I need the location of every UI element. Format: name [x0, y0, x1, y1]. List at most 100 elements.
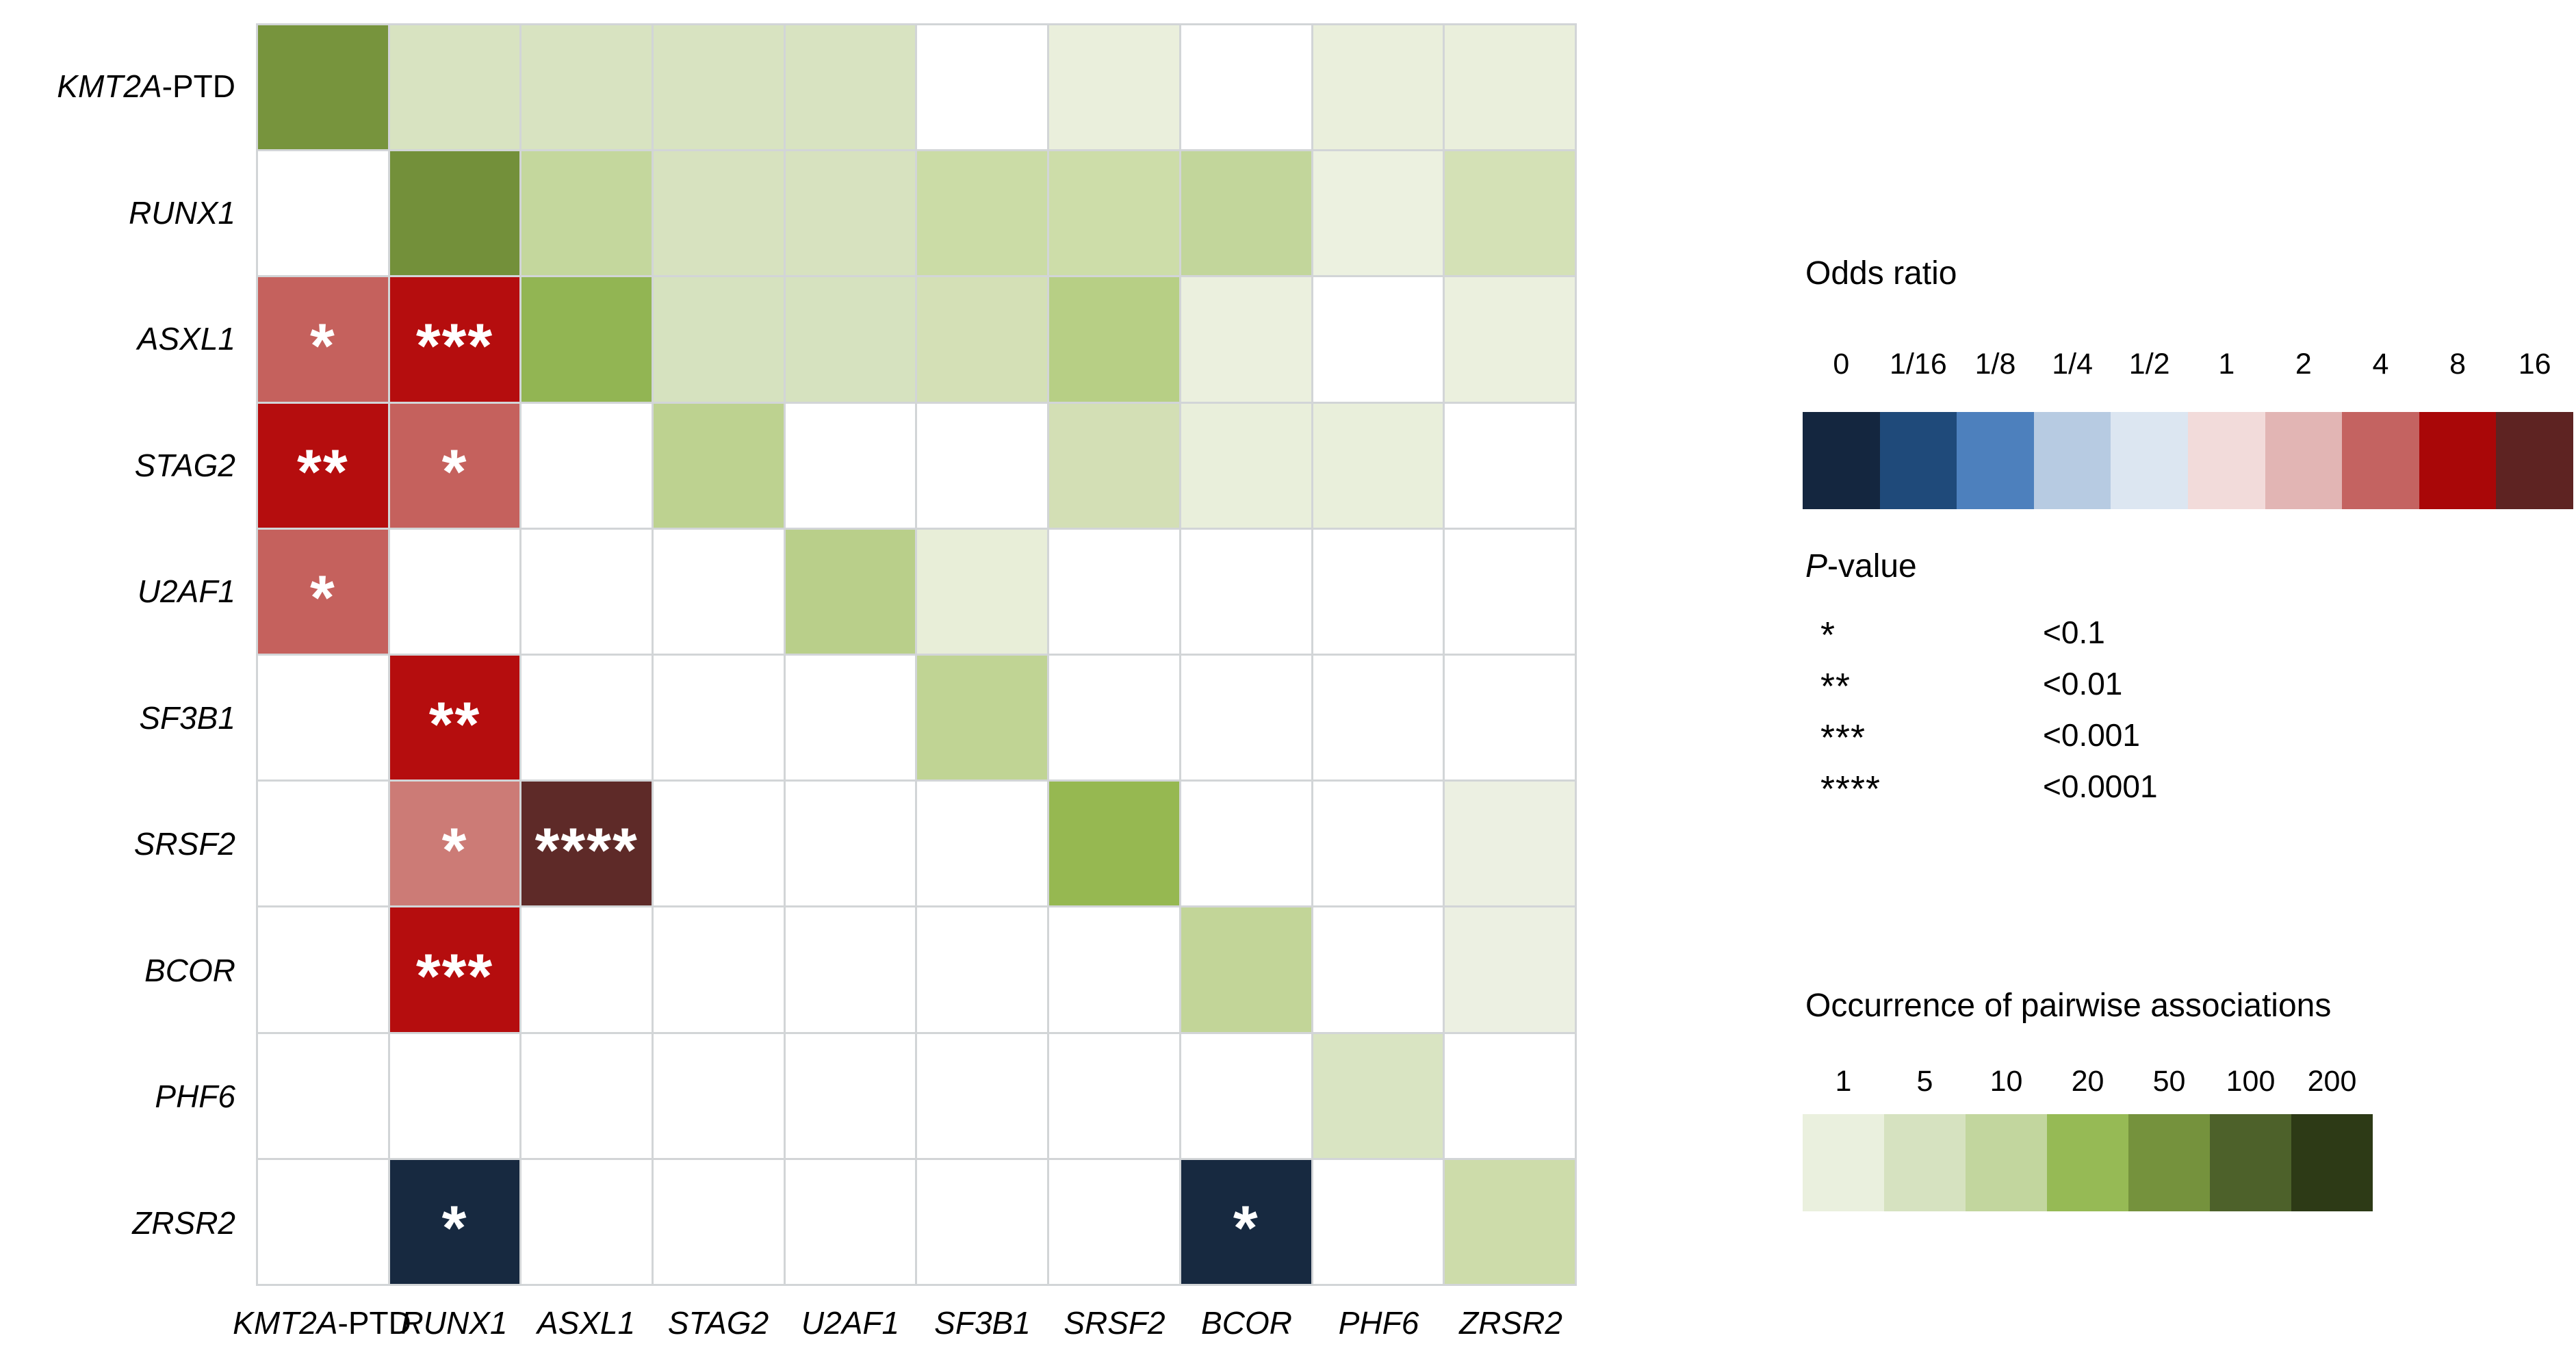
- significance-stars: *: [441, 1194, 468, 1264]
- heatmap-grid: * *** ** * * ** * **** *** * *: [256, 23, 1577, 1286]
- heatmap-cell: [785, 655, 916, 780]
- heatmap-cell: [521, 1033, 652, 1158]
- heatmap-cell: [917, 782, 1048, 906]
- odds-ratio-tick-label: 1/8: [1974, 348, 2016, 381]
- heatmap-cell: [654, 403, 784, 528]
- p-value-stars: *: [1820, 615, 1836, 656]
- heatmap-cell: [654, 25, 784, 150]
- heatmap-cell: [1313, 1159, 1443, 1284]
- occurrence-swatch: [1884, 1114, 1966, 1211]
- significance-stars: ***: [415, 311, 494, 381]
- occurrence-colorbar: [1803, 1114, 2373, 1211]
- heatmap-cell: [1049, 782, 1179, 906]
- heatmap-cell: [258, 151, 388, 276]
- p-value-threshold: <0.01: [2043, 666, 2123, 701]
- heatmap-cell: [1049, 277, 1179, 402]
- heatmap-cell: [389, 151, 520, 276]
- heatmap-cell: [1049, 25, 1179, 150]
- heatmap-cell: [785, 529, 916, 654]
- odds-ratio-swatch: [2033, 412, 2111, 509]
- occurrence-tick-label: 10: [1989, 1065, 2023, 1098]
- heatmap-cell: [1445, 655, 1575, 780]
- heatmap-cell: [1049, 907, 1179, 1032]
- row-label: ASXL1: [137, 321, 235, 357]
- heatmap-cell: [654, 1033, 784, 1158]
- occurrence-tick-label: 50: [2152, 1065, 2186, 1098]
- heatmap-cell: [1445, 529, 1575, 654]
- heatmap-cell: [1445, 277, 1575, 402]
- column-label: BCOR: [1201, 1305, 1292, 1341]
- heatmap-cell: [258, 907, 388, 1032]
- occurrence-swatch: [2047, 1114, 2128, 1211]
- row-label: U2AF1: [137, 574, 235, 610]
- row-label: ZRSR2: [132, 1204, 235, 1241]
- odds-ratio-swatch: [2111, 412, 2188, 509]
- p-value-stars: ***: [1820, 717, 1866, 758]
- heatmap-cell: **: [389, 655, 520, 780]
- heatmap-cell: ****: [521, 782, 652, 906]
- heatmap-cell: [1181, 25, 1311, 150]
- odds-ratio-swatch: [2496, 412, 2573, 509]
- p-value-legend-title: P-value: [1805, 547, 1917, 585]
- heatmap-cell: [258, 1159, 388, 1284]
- occurrence-tick-label: 200: [2307, 1065, 2357, 1098]
- column-label: PHF6: [1338, 1305, 1419, 1341]
- occurrence-tick-label: 5: [1916, 1065, 1933, 1098]
- heatmap-cell: [389, 529, 520, 654]
- heatmap-cell: [1445, 25, 1575, 150]
- significance-stars: ***: [415, 941, 494, 1011]
- heatmap-cell: [258, 655, 388, 780]
- p-value-threshold: <0.001: [2043, 717, 2140, 753]
- significance-stars: *: [441, 815, 468, 886]
- odds-ratio-swatch: [1957, 412, 2034, 509]
- significance-stars: *: [309, 311, 336, 381]
- p-value-stars: ****: [1820, 769, 1881, 810]
- heatmap-cell: [1181, 403, 1311, 528]
- heatmap-cell: [389, 1033, 520, 1158]
- heatmap-cell: [1049, 151, 1179, 276]
- row-label: SRSF2: [133, 826, 235, 862]
- occurrence-tick-label: 1: [1835, 1065, 1852, 1098]
- heatmap-cell: [654, 529, 784, 654]
- heatmap-cell: [654, 907, 784, 1032]
- p-value-title-italic: P: [1805, 548, 1828, 584]
- heatmap-cell: [389, 25, 520, 150]
- odds-ratio-colorbar: [1803, 412, 2573, 509]
- heatmap-cell: [917, 529, 1048, 654]
- heatmap-cell: [1049, 1159, 1179, 1284]
- heatmap-cell: [1181, 1033, 1311, 1158]
- heatmap-cell: [258, 782, 388, 906]
- heatmap-cell: *: [389, 1159, 520, 1284]
- heatmap-cell: [1313, 403, 1443, 528]
- significance-stars: **: [297, 437, 349, 508]
- odds-ratio-tick-label: 1/4: [2052, 348, 2093, 381]
- heatmap-cell: [1313, 782, 1443, 906]
- heatmap-cell: [917, 403, 1048, 528]
- occurrence-swatch: [1803, 1114, 1884, 1211]
- heatmap-cell: [785, 151, 916, 276]
- heatmap-cell: ***: [389, 907, 520, 1032]
- heatmap-cell: [785, 25, 916, 150]
- heatmap-cell: *: [258, 529, 388, 654]
- heatmap-cell: ***: [389, 277, 520, 402]
- odds-ratio-swatch: [2342, 412, 2419, 509]
- p-value-title-rest: -value: [1827, 548, 1917, 584]
- significance-stars: *: [1233, 1194, 1259, 1264]
- heatmap-cell: [654, 782, 784, 906]
- odds-ratio-legend-title: Odds ratio: [1805, 255, 1957, 292]
- heatmap-cell: [1445, 907, 1575, 1032]
- occurrence-swatch: [2128, 1114, 2210, 1211]
- row-label: STAG2: [134, 447, 235, 483]
- row-label: RUNX1: [129, 194, 235, 231]
- heatmap-cell: [1313, 655, 1443, 780]
- heatmap-cell: [654, 655, 784, 780]
- column-label: STAG2: [667, 1305, 769, 1341]
- p-value-threshold: <0.1: [2043, 615, 2105, 650]
- heatmap-cell: [1049, 403, 1179, 528]
- occurrence-tick-label: 100: [2226, 1065, 2276, 1098]
- occurrence-legend-title: Occurrence of pairwise associations: [1805, 988, 2332, 1024]
- odds-ratio-tick-label: 1: [2218, 348, 2235, 381]
- significance-stars: ****: [534, 815, 639, 886]
- heatmap-cell: [521, 151, 652, 276]
